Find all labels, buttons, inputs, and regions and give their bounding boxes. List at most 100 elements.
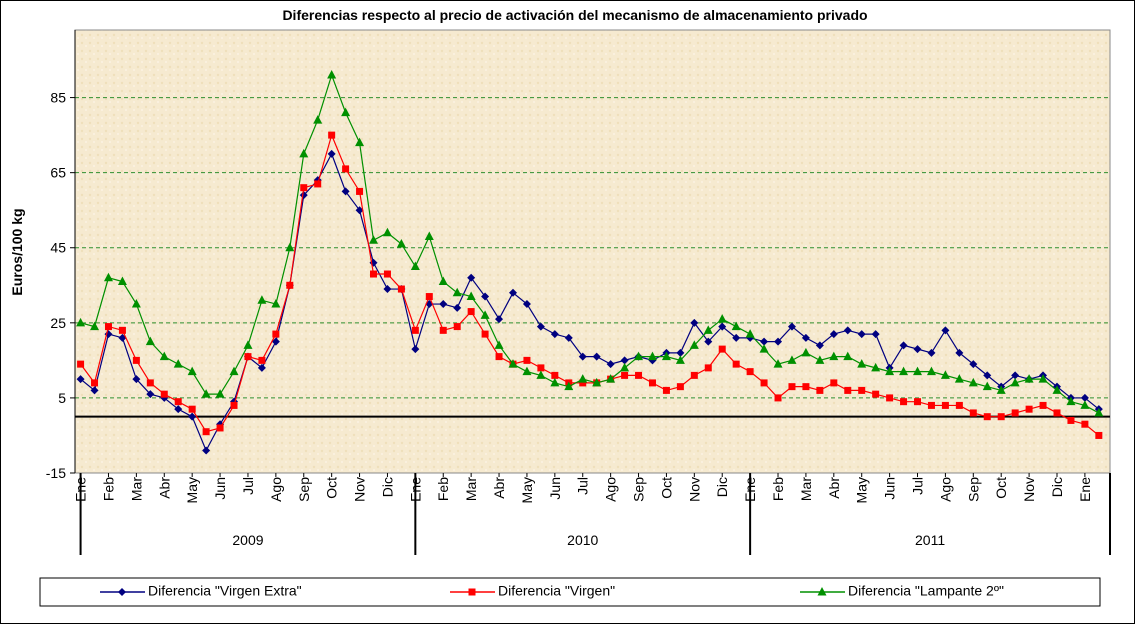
marker	[913, 366, 923, 376]
marker	[382, 227, 392, 237]
marker	[969, 360, 978, 369]
legend-label: Diferencia "Virgen"	[498, 583, 615, 599]
marker	[941, 401, 949, 409]
marker	[299, 191, 308, 200]
marker	[718, 345, 726, 353]
marker	[103, 272, 113, 282]
x-tick-label: Jun	[212, 477, 228, 500]
marker	[1025, 405, 1033, 413]
marker	[592, 352, 601, 361]
y-tick-label: 25	[50, 315, 66, 331]
x-tick-label: Jul	[240, 477, 256, 495]
marker	[257, 363, 266, 372]
marker	[341, 107, 351, 117]
x-tick-label: Dic	[714, 477, 730, 497]
marker	[328, 131, 336, 139]
marker	[215, 389, 225, 398]
marker	[787, 355, 797, 364]
marker	[453, 303, 462, 312]
marker	[313, 115, 323, 124]
marker	[996, 385, 1006, 394]
x-tick-label: Abr	[491, 477, 507, 499]
marker	[606, 360, 615, 369]
marker	[858, 386, 866, 394]
marker	[230, 401, 238, 409]
marker	[690, 371, 698, 379]
marker	[327, 149, 336, 158]
marker	[983, 371, 992, 380]
x-tick-label: Dic	[1049, 477, 1065, 497]
marker	[173, 359, 183, 368]
marker	[844, 386, 852, 394]
x-tick-label: Sep	[296, 477, 312, 502]
marker	[271, 337, 280, 346]
marker	[689, 340, 699, 349]
marker	[77, 360, 85, 368]
marker	[411, 345, 420, 354]
marker	[886, 394, 894, 402]
marker	[355, 137, 365, 147]
marker	[90, 386, 99, 395]
marker	[536, 370, 546, 379]
group-label: 2009	[232, 532, 263, 548]
marker	[621, 371, 629, 379]
marker	[830, 379, 838, 387]
marker	[439, 326, 447, 334]
marker	[954, 374, 964, 383]
marker	[801, 347, 811, 357]
marker	[955, 401, 963, 409]
marker	[927, 348, 936, 357]
marker	[370, 270, 378, 278]
marker	[1095, 431, 1103, 439]
x-tick-label: May	[519, 477, 535, 503]
marker	[1066, 396, 1076, 406]
marker	[564, 381, 574, 391]
marker	[788, 383, 796, 391]
marker	[802, 383, 810, 391]
group-label: 2011	[915, 532, 945, 548]
marker	[1039, 401, 1047, 409]
marker	[76, 375, 85, 384]
marker	[620, 356, 629, 365]
marker	[117, 276, 127, 286]
marker	[494, 340, 504, 349]
marker	[1038, 374, 1048, 383]
marker	[704, 364, 712, 372]
marker	[146, 390, 155, 399]
marker	[341, 187, 350, 196]
marker	[773, 359, 783, 368]
marker	[397, 285, 405, 293]
marker	[327, 70, 337, 79]
marker	[495, 315, 504, 324]
marker	[899, 366, 909, 376]
marker	[732, 360, 740, 368]
x-tick-label: Mar	[798, 477, 814, 501]
marker	[188, 412, 197, 421]
marker	[300, 184, 308, 192]
marker	[927, 401, 935, 409]
marker	[690, 318, 699, 327]
marker	[452, 287, 462, 297]
marker	[829, 330, 838, 339]
marker	[816, 386, 824, 394]
marker	[522, 300, 531, 309]
marker	[104, 323, 112, 331]
marker	[229, 366, 239, 376]
marker	[286, 281, 294, 289]
y-axis-label: Euros/100 kg	[9, 208, 25, 295]
marker	[1011, 371, 1020, 380]
marker	[396, 238, 406, 248]
marker	[299, 148, 309, 158]
x-tick-label: Jul	[575, 477, 591, 495]
x-tick-label: Sep	[631, 477, 647, 502]
x-tick-label: Jun	[882, 477, 898, 500]
marker	[257, 295, 267, 304]
marker	[968, 377, 978, 387]
marker	[815, 355, 825, 364]
marker	[523, 356, 531, 364]
marker	[982, 381, 992, 391]
y-tick-label: 85	[50, 90, 66, 106]
x-tick-label: Ago	[937, 477, 953, 502]
marker	[188, 405, 196, 413]
marker	[187, 366, 197, 376]
